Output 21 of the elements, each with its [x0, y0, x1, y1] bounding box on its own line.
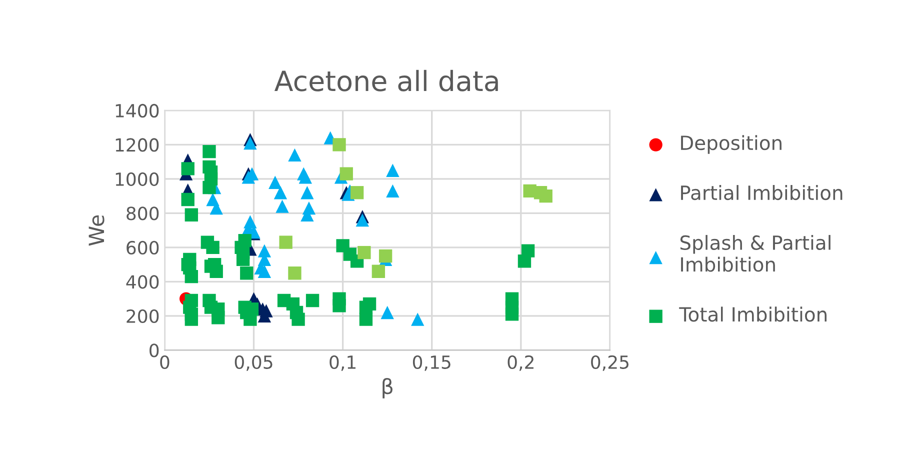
y-tick-label: 600	[126, 240, 159, 255]
chart-title: Acetone all data	[274, 70, 498, 92]
y-tick-label: 1000	[116, 172, 159, 186]
x-axis-title: β	[382, 378, 392, 398]
x-tick-label: 0	[160, 355, 170, 369]
y-tick-label: 1400	[116, 104, 159, 118]
legend-label: Deposition	[681, 135, 782, 154]
y-tick-label: 800	[126, 206, 159, 220]
legend-label: Partial Imbibition	[681, 185, 842, 200]
y-tick-label: 400	[126, 275, 159, 289]
x-tick-label: 0,15	[412, 355, 450, 371]
legend-label: Total Imbibition	[679, 306, 827, 322]
legend-label: Splash & Partial Imbibition	[680, 234, 830, 272]
y-tick-label: 0	[150, 344, 159, 358]
y-axis-title: We	[88, 215, 104, 246]
x-tick-label: 0,1	[330, 355, 356, 371]
x-tick-label: 0,2	[508, 355, 534, 371]
y-tick-label: 200	[126, 309, 159, 324]
x-tick-label: 0,05	[234, 355, 272, 371]
y-tick-label: 1200	[116, 138, 159, 152]
x-tick-label: 0,25	[591, 355, 628, 371]
